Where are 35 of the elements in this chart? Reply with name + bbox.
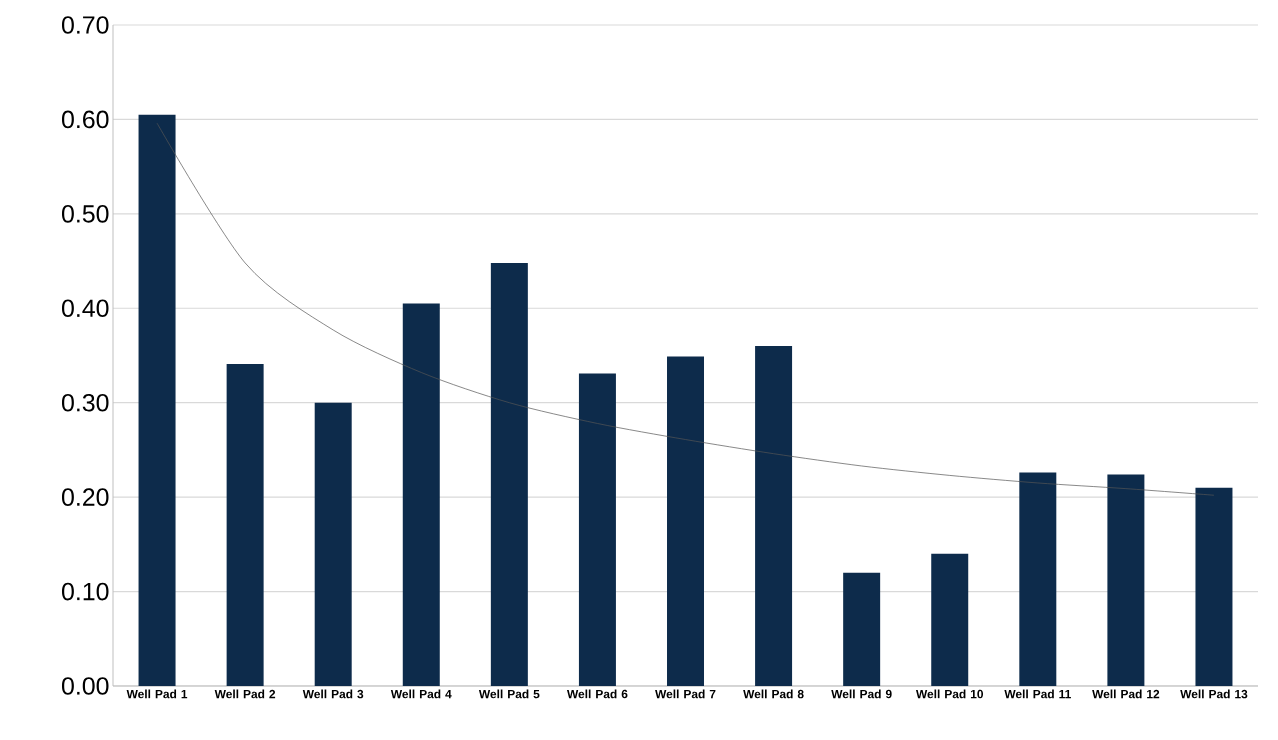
x-tick-label: Well Pad 1 [126,689,188,699]
x-tick-label: Well Pad 5 [478,689,540,699]
bar [1195,487,1233,686]
bar [490,262,528,686]
y-tick-label: 0.60 [61,110,109,129]
bar [402,303,440,686]
y-tick-label: 0.40 [61,299,109,318]
x-tick-label: Well Pad 4 [390,689,452,699]
y-tick-label: 0.70 [61,16,109,34]
y-tick-label: 0.00 [61,677,109,695]
x-tick-label: Well Pad 2 [214,689,276,699]
x-tick-label: Well Pad 13 [1180,689,1248,699]
bar [667,356,704,686]
bar [1107,474,1145,686]
x-tick-label: Well Pad 7 [655,689,716,699]
bar [755,346,793,686]
bar [138,114,176,686]
x-tick-label: Well Pad 12 [1092,689,1160,699]
x-tick-label: Well Pad 6 [566,689,628,699]
y-tick-label: 0.50 [61,205,109,223]
bar [1019,472,1057,686]
x-tick-label: Well Pad 3 [302,689,364,699]
bar [226,363,264,686]
bar [314,402,352,686]
bar [578,373,616,686]
line-series [156,122,1215,496]
x-tick-label: Well Pad 9 [831,689,892,699]
x-tick-label: Well Pad 10 [915,689,984,699]
y-tick-label: 0.30 [61,393,109,412]
y-tick-label: 0.10 [61,582,109,601]
bar [931,553,969,686]
bar [843,572,881,686]
x-tick-label: Well Pad 8 [743,689,804,699]
x-tick-label: Well Pad 11 [1004,689,1071,699]
y-tick-label: 0.20 [61,488,109,506]
